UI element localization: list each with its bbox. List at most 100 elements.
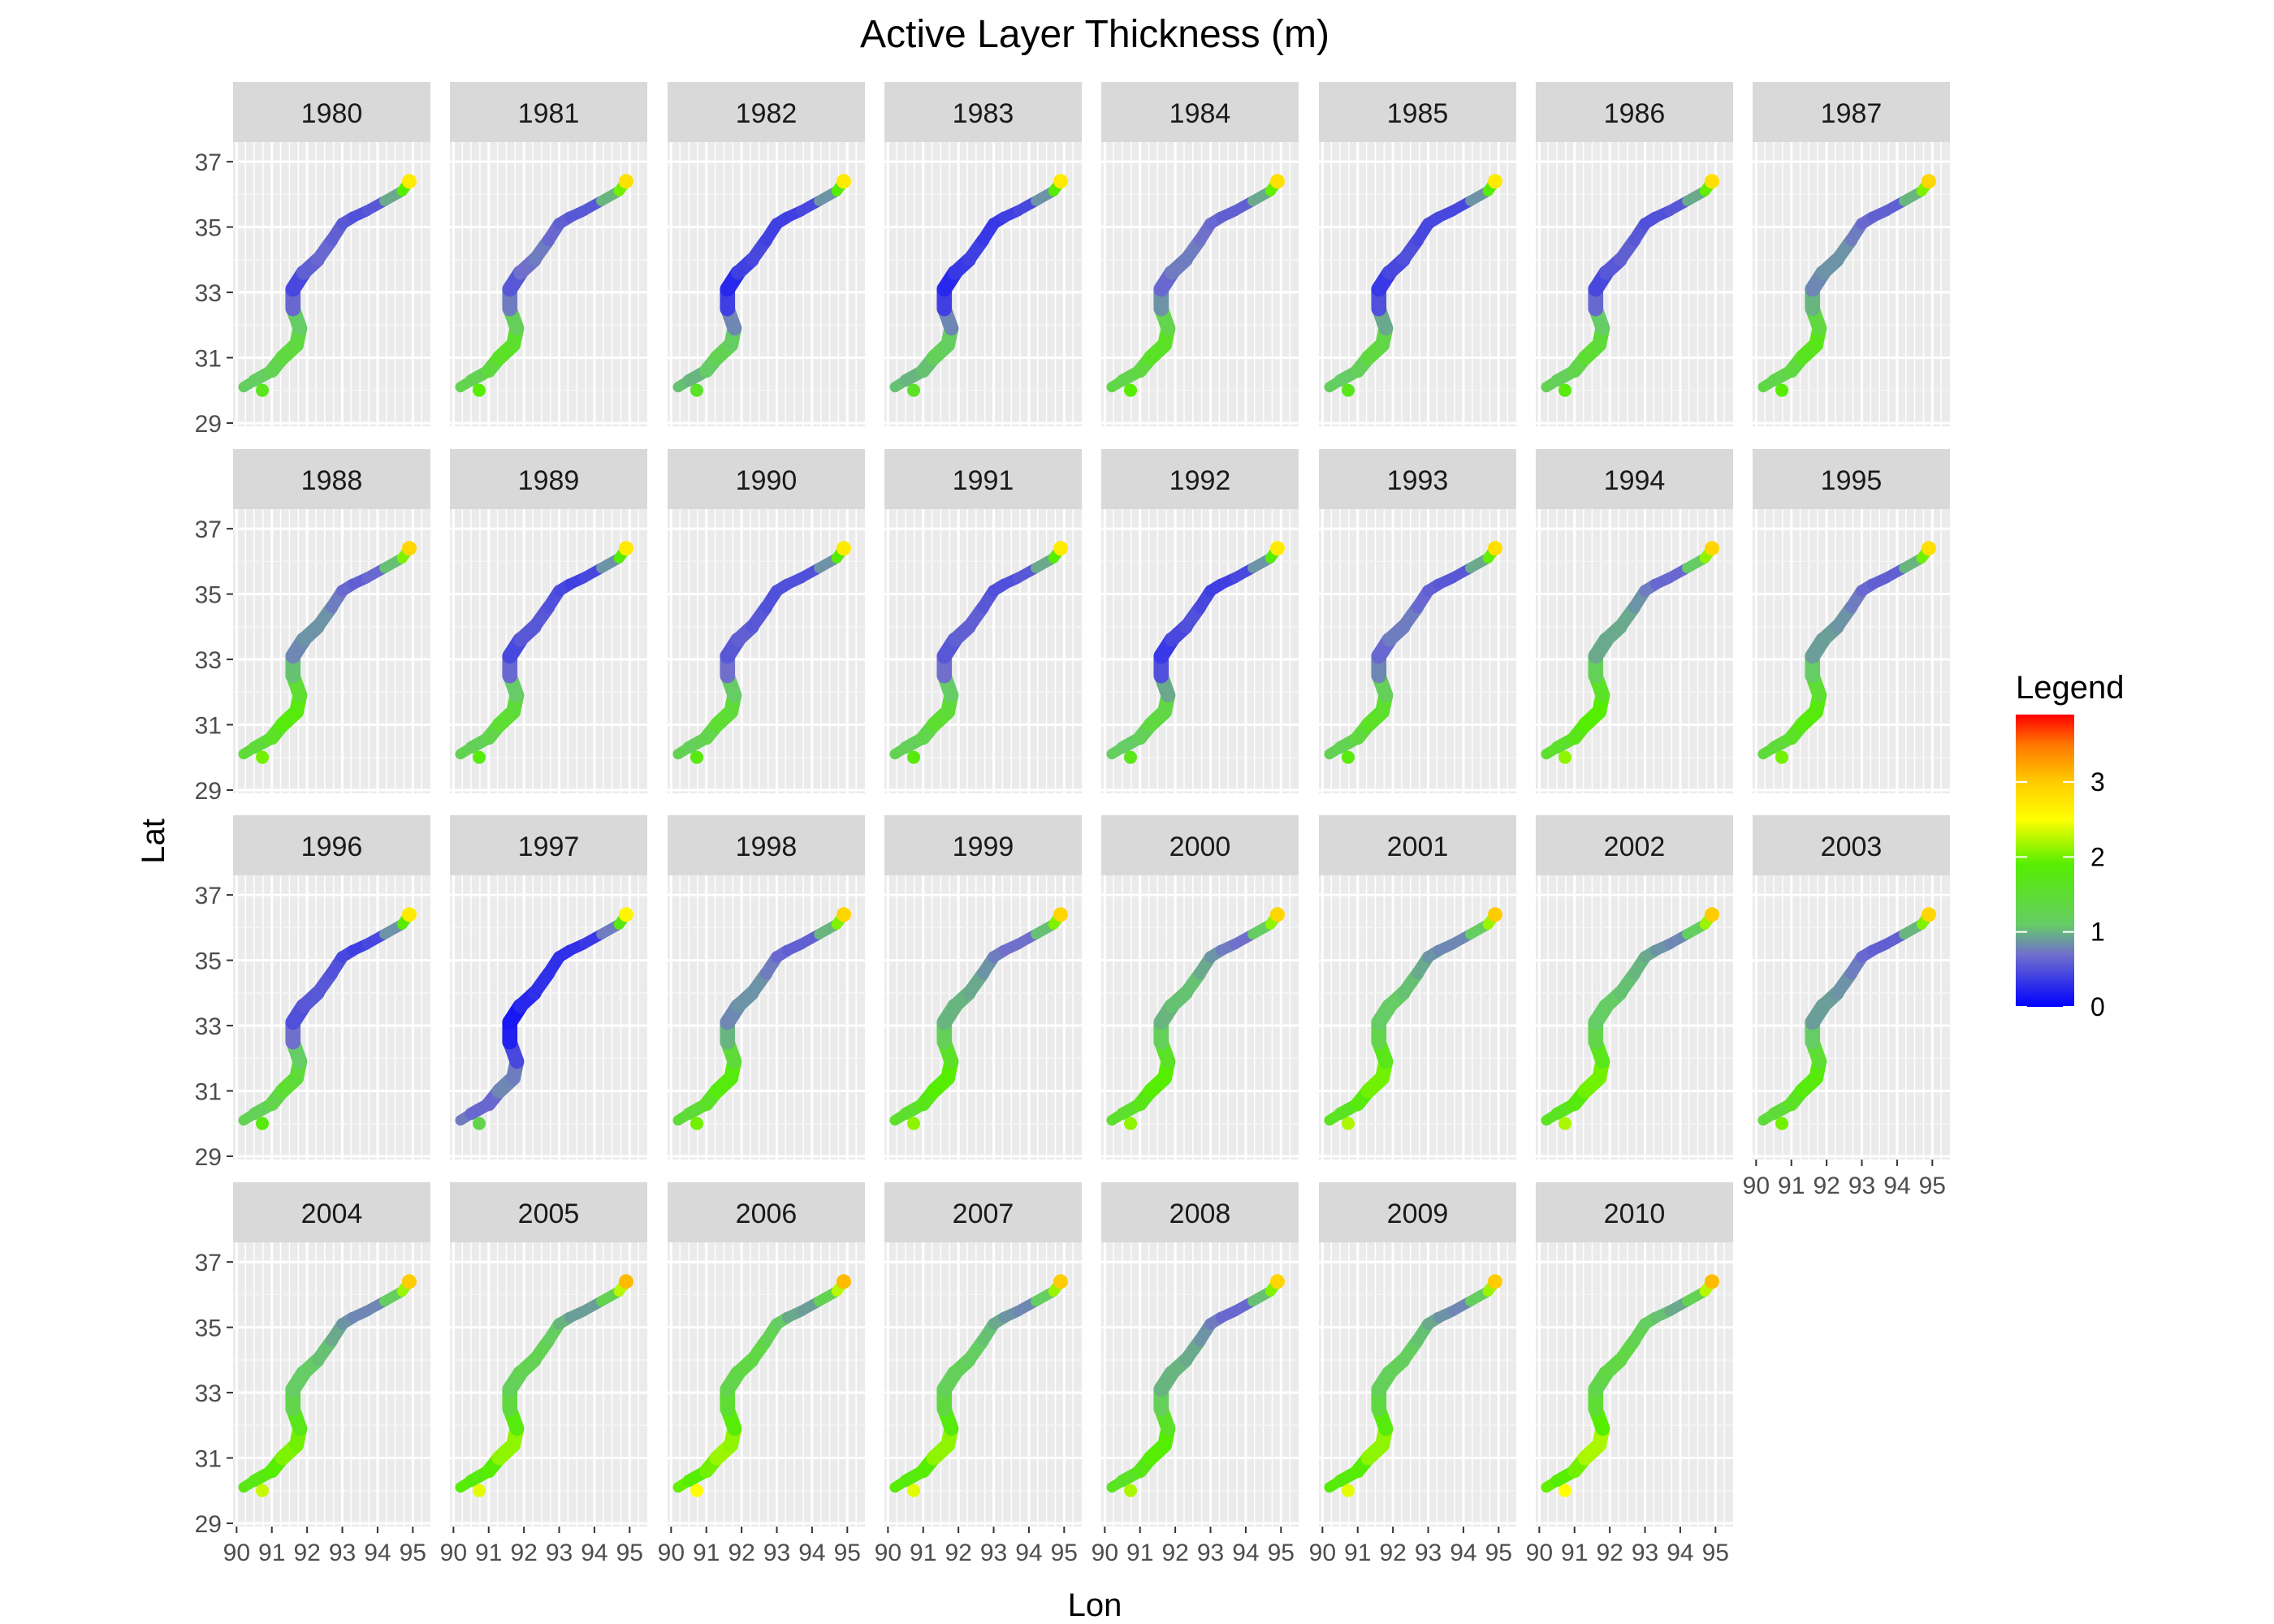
x-tick-label: 91 <box>1778 1173 1805 1199</box>
facet-panel-1990: 1990 <box>668 449 865 793</box>
alt-cell <box>256 750 270 764</box>
x-tick-label: 90 <box>658 1540 685 1566</box>
alt-cell <box>836 1274 851 1289</box>
facet-panel-2003: 2003 90 91 92 93 94 95 <box>1743 815 1950 1199</box>
legend-tick-label: 2 <box>2090 842 2105 871</box>
x-tick-label: 94 <box>581 1540 607 1566</box>
facet-panel-1985: 1985 <box>1319 82 1516 426</box>
facet-panel-1986: 1986 <box>1536 82 1733 426</box>
alt-cell <box>473 1484 486 1497</box>
facet-label: 1998 <box>736 831 798 862</box>
alt-cell <box>1559 383 1572 397</box>
alt-cell <box>1487 907 1502 922</box>
alt-cell <box>1559 750 1572 764</box>
x-tick-label: 93 <box>980 1540 1007 1566</box>
facet-label: 1980 <box>301 98 363 129</box>
y-tick-label: 37 <box>195 149 222 176</box>
facet-label: 1995 <box>1821 465 1883 496</box>
alt-cell <box>1704 541 1719 556</box>
alt-cell <box>401 907 417 922</box>
y-tick-label: 37 <box>195 1250 222 1276</box>
y-tick-label: 35 <box>195 215 222 242</box>
y-tick-label: 37 <box>195 883 222 909</box>
facet-strip <box>1319 449 1516 509</box>
facet-strip <box>233 1182 430 1242</box>
facet-label: 2001 <box>1387 831 1449 862</box>
alt-cell <box>1124 750 1138 764</box>
facet-strip <box>450 449 647 509</box>
alt-cell <box>1775 383 1789 397</box>
alt-cell <box>1124 1116 1138 1130</box>
legend-tick-label: 3 <box>2090 767 2105 797</box>
x-tick-label: 93 <box>1632 1540 1658 1566</box>
facet-label: 1992 <box>1169 465 1231 496</box>
alt-cell <box>1487 541 1502 556</box>
facet-panel-1999: 1999 <box>884 815 1082 1160</box>
facet-strip <box>1101 1182 1299 1242</box>
x-tick-label: 90 <box>223 1540 250 1566</box>
facet-panel-1995: 1995 <box>1753 449 1950 793</box>
facet-label: 2005 <box>518 1199 580 1229</box>
y-tick-label: 31 <box>195 1079 222 1106</box>
alt-cell <box>1775 750 1789 764</box>
x-tick-label: 93 <box>763 1540 790 1566</box>
alt-cell <box>690 383 704 397</box>
facet-panel-2008: 2008 90 91 92 93 94 95 <box>1092 1182 1299 1566</box>
facet-label: 2008 <box>1169 1199 1231 1229</box>
facet-panel-1987: 1987 <box>1753 82 1950 426</box>
alt-cell <box>473 750 486 764</box>
facet-strip <box>1319 815 1516 875</box>
facet-strip <box>1319 82 1516 142</box>
y-tick-label: 31 <box>195 1446 222 1473</box>
x-axis-title: Lon <box>1068 1587 1122 1623</box>
facet-label: 1994 <box>1604 465 1666 496</box>
alt-cell <box>1342 750 1355 764</box>
facet-panel-1998: 1998 <box>668 815 865 1160</box>
facet-strip <box>1753 82 1950 142</box>
alt-cell <box>1559 1116 1572 1130</box>
x-tick-label: 91 <box>693 1540 720 1566</box>
x-tick-label: 90 <box>875 1540 901 1566</box>
alt-cell <box>1269 541 1285 556</box>
x-tick-label: 95 <box>1051 1540 1078 1566</box>
y-tick-label: 33 <box>195 1380 222 1407</box>
facet-panel-2001: 2001 <box>1319 815 1516 1160</box>
facet-label: 1999 <box>953 831 1014 862</box>
facet-panel-2004: 2004 29 31 33 35 37 90 91 92 93 94 95 <box>195 1182 430 1566</box>
alt-cell <box>836 907 851 922</box>
facet-strip <box>450 1182 647 1242</box>
facet-label: 2002 <box>1604 831 1666 862</box>
alt-cell <box>1269 174 1285 189</box>
x-tick-label: 93 <box>1848 1173 1875 1199</box>
legend-tick-label: 0 <box>2090 992 2105 1021</box>
facet-strip <box>1536 82 1733 142</box>
alt-cell <box>1559 1484 1572 1497</box>
x-tick-label: 90 <box>1526 1540 1553 1566</box>
x-tick-label: 94 <box>798 1540 825 1566</box>
x-tick-label: 94 <box>1883 1173 1910 1199</box>
alt-cell <box>618 907 633 922</box>
facet-panel-1991: 1991 <box>884 449 1082 793</box>
y-tick-label: 35 <box>195 1315 222 1342</box>
x-tick-label: 94 <box>364 1540 391 1566</box>
facet-strip <box>1536 815 1733 875</box>
x-tick-label: 94 <box>1015 1540 1042 1566</box>
facet-label: 1982 <box>736 98 798 129</box>
alt-cell <box>401 541 417 556</box>
facet-panel-2005: 2005 90 91 92 93 94 95 <box>440 1182 647 1566</box>
alt-cell <box>256 1484 270 1497</box>
x-tick-label: 95 <box>834 1540 861 1566</box>
x-tick-label: 92 <box>728 1540 754 1566</box>
facet-label: 1983 <box>953 98 1014 129</box>
facet-label: 1990 <box>736 465 798 496</box>
facet-label: 1986 <box>1604 98 1666 129</box>
facet-panel-2009: 2009 90 91 92 93 94 95 <box>1309 1182 1516 1566</box>
x-tick-label: 93 <box>1415 1540 1442 1566</box>
facet-label: 1984 <box>1169 98 1231 129</box>
legend-tick-label: 1 <box>2090 918 2105 947</box>
x-tick-label: 94 <box>1450 1540 1476 1566</box>
facet-strip <box>450 815 647 875</box>
alt-cell <box>1921 907 1936 922</box>
facet-strip <box>1536 449 1733 509</box>
